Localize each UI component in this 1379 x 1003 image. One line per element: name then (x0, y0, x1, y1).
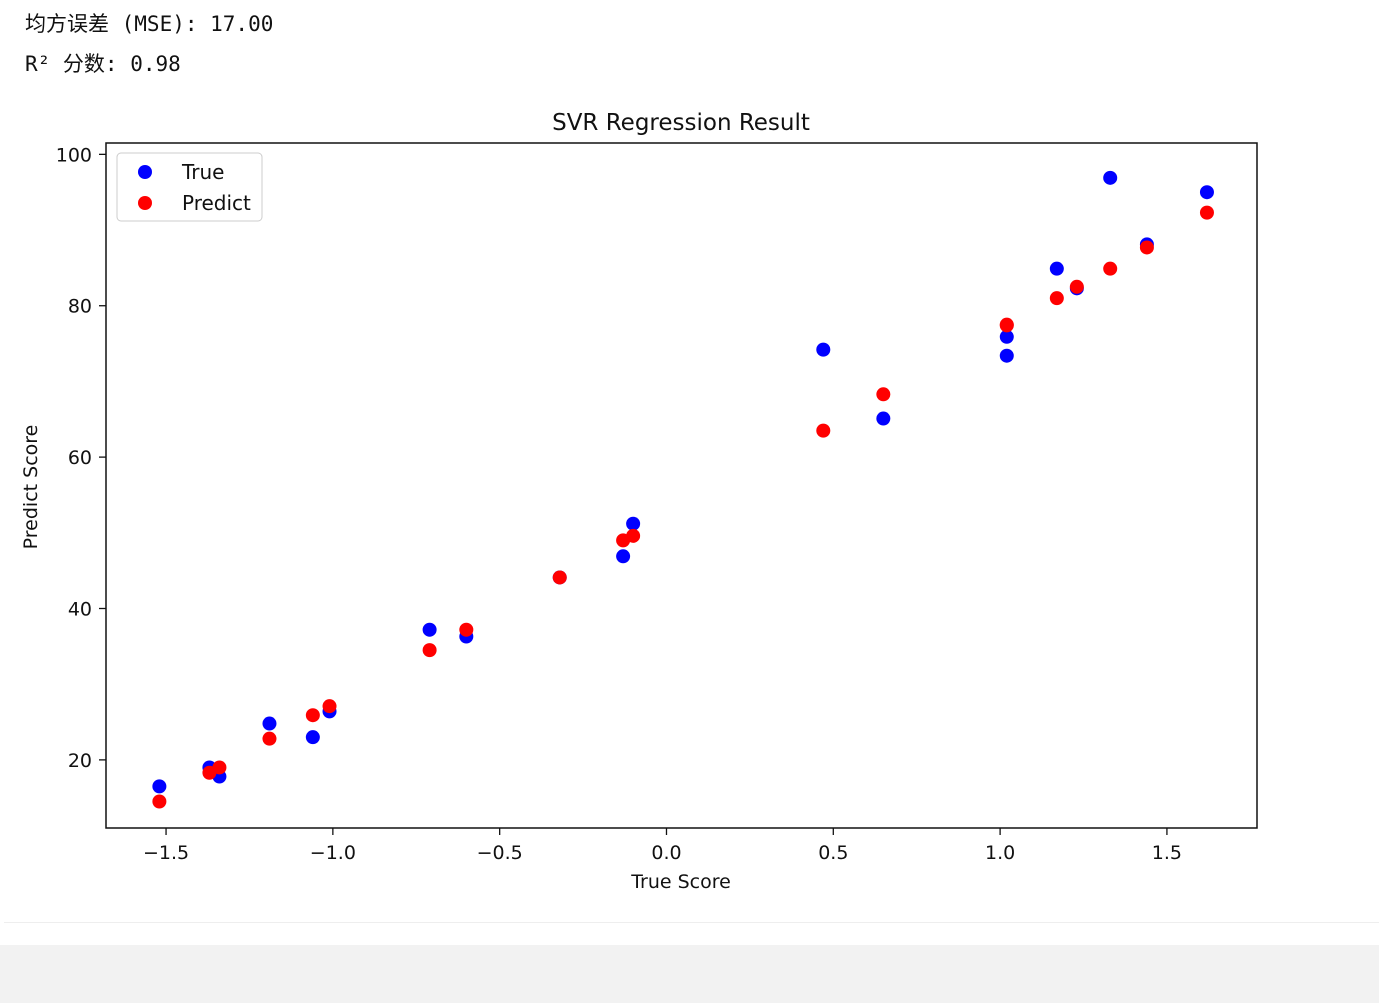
point-true (422, 622, 437, 637)
y-tick-label: 40 (68, 598, 92, 620)
point-true (816, 342, 831, 357)
legend-marker-predict (138, 196, 152, 210)
point-predict (422, 643, 437, 658)
x-tick-label: −1.5 (143, 842, 189, 864)
point-predict (1103, 261, 1118, 276)
point-predict (322, 699, 337, 714)
x-axis-label: True Score (630, 871, 731, 893)
point-true (305, 730, 320, 745)
point-predict (1139, 240, 1154, 255)
y-axis: 20 40 60 80 100 (56, 144, 106, 772)
point-predict (1199, 205, 1214, 220)
y-tick-label: 60 (68, 447, 92, 469)
point-predict (999, 318, 1014, 333)
y-tick-label: 100 (56, 144, 92, 166)
point-true (1049, 261, 1064, 276)
point-true (626, 516, 641, 531)
legend-label-predict: Predict (182, 191, 251, 215)
data-points (152, 170, 1214, 809)
x-axis: −1.5 −1.0 −0.5 0.0 0.5 1.0 1.5 (143, 828, 1182, 864)
next-cell-area (0, 945, 1379, 1003)
point-predict (1069, 279, 1084, 294)
point-predict (262, 731, 277, 746)
legend: True Predict (116, 152, 263, 222)
y-axis-label: Predict Score (20, 425, 42, 550)
x-tick-label: 0.5 (818, 842, 848, 864)
r2-output-line: R² 分数: 0.98 (25, 52, 181, 76)
point-predict (1049, 291, 1064, 306)
x-tick-label: 0.0 (651, 842, 681, 864)
point-true (262, 716, 277, 731)
point-true (152, 779, 167, 794)
point-predict (816, 423, 831, 438)
x-tick-label: −0.5 (477, 842, 523, 864)
point-true (1199, 185, 1214, 200)
x-tick-label: 1.0 (985, 842, 1015, 864)
cell-output: 均方误差 (MSE): 17.00 R² 分数: 0.98 SVR Regres… (20, 12, 1258, 893)
legend-box (116, 152, 263, 222)
point-predict (212, 760, 227, 775)
point-predict (459, 622, 474, 637)
point-true (999, 348, 1014, 363)
plot-frame (105, 142, 1258, 829)
point-predict (305, 708, 320, 723)
y-tick-label: 80 (68, 296, 92, 318)
legend-marker-true (138, 165, 152, 179)
legend-label-true: True (181, 160, 224, 184)
point-true (616, 549, 631, 564)
point-true (876, 411, 891, 426)
y-tick-label: 20 (68, 750, 92, 772)
mse-output-line: 均方误差 (MSE): 17.00 (25, 12, 274, 36)
output-divider (4, 922, 1379, 923)
chart-title: SVR Regression Result (552, 110, 810, 136)
x-tick-label: −1.0 (310, 842, 356, 864)
point-predict (152, 794, 167, 809)
point-true (999, 329, 1014, 344)
scatter-chart: SVR Regression Result −1.5 −1.0 −0.5 0.0 0.5… (20, 110, 1258, 893)
point-true (1103, 170, 1118, 185)
x-tick-label: 1.5 (1152, 842, 1182, 864)
point-predict (876, 387, 891, 402)
point-predict (552, 570, 567, 585)
point-predict (626, 528, 641, 543)
